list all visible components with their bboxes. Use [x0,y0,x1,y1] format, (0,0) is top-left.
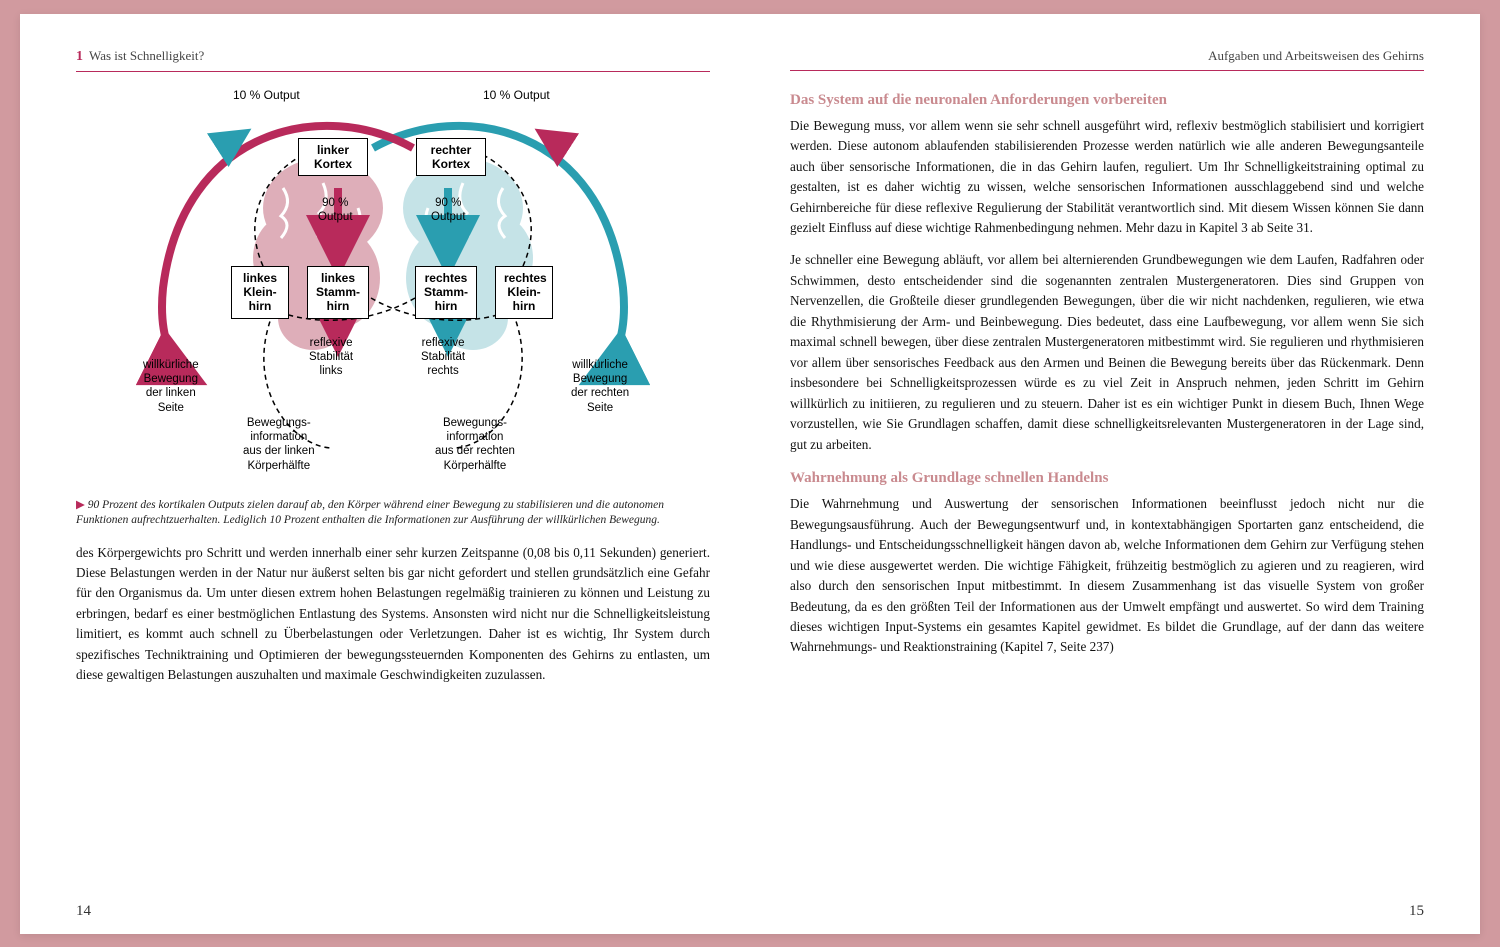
node-kleinhirn-right: rechtesKlein-hirn [495,266,553,319]
label-reflex-right: reflexiveStabilitätrechts [421,336,465,379]
right-p2: Je schneller eine Bewegung abläuft, vor … [790,250,1424,455]
label-90-right: 90 %Output [431,196,466,225]
diagram-svg [123,88,663,488]
subhead-1: Das System auf die neuronalen Anforderun… [790,89,1424,112]
label-90-left: 90 %Output [318,196,353,225]
section-title: Aufgaben und Arbeitsweisen des Gehirns [1208,48,1424,64]
page-number-left: 14 [76,903,91,920]
page-left: 1 Was ist Schnelligkeit? [20,14,750,934]
page-number-right: 15 [1409,903,1424,920]
caption-marker-icon: ▶ [76,499,88,511]
node-kortex-right: rechterKortex [416,138,486,177]
left-body-text: des Körpergewichts pro Schritt und werde… [76,543,710,698]
book-spread: 1 Was ist Schnelligkeit? [20,14,1480,934]
subhead-2: Wahrnehmung als Grundlage schnellen Hand… [790,467,1424,490]
left-paragraph: des Körpergewichts pro Schritt und werde… [76,543,710,686]
label-info-left: Bewegungs-informationaus der linkenKörpe… [243,416,315,474]
header-right: Aufgaben und Arbeitsweisen des Gehirns [790,48,1424,71]
chapter-number: 1 [76,49,83,65]
right-p1: Die Bewegung muss, vor allem wenn sie se… [790,116,1424,239]
page-right: Aufgaben und Arbeitsweisen des Gehirns D… [750,14,1480,934]
label-will-left: willkürlicheBewegungder linkenSeite [143,358,199,416]
label-output-right: 10 % Output [483,88,550,103]
node-stamm-left: linkesStamm-hirn [307,266,369,319]
caption-text: 90 Prozent des kortikalen Outputs zielen… [76,499,664,527]
diagram-caption: ▶ 90 Prozent des kortikalen Outputs ziel… [76,498,710,529]
header-left: 1 Was ist Schnelligkeit? [76,48,710,72]
label-info-right: Bewegungs-informationaus der rechtenKörp… [435,416,515,474]
right-p3: Die Wahrnehmung und Auswertung der senso… [790,494,1424,658]
node-kortex-left: linkerKortex [298,138,368,177]
node-kleinhirn-left: linkesKlein-hirn [231,266,289,319]
label-will-right: willkürlicheBewegungder rechtenSeite [571,358,629,416]
right-body-text: Das System auf die neuronalen Anforderun… [790,87,1424,670]
node-stamm-right: rechtesStamm-hirn [415,266,477,319]
chapter-title: Was ist Schnelligkeit? [89,48,204,64]
brain-diagram: 10 % Output 10 % Output linkerKortex rec… [123,88,663,488]
label-output-left: 10 % Output [233,88,300,103]
label-reflex-left: reflexiveStabilitätlinks [309,336,353,379]
